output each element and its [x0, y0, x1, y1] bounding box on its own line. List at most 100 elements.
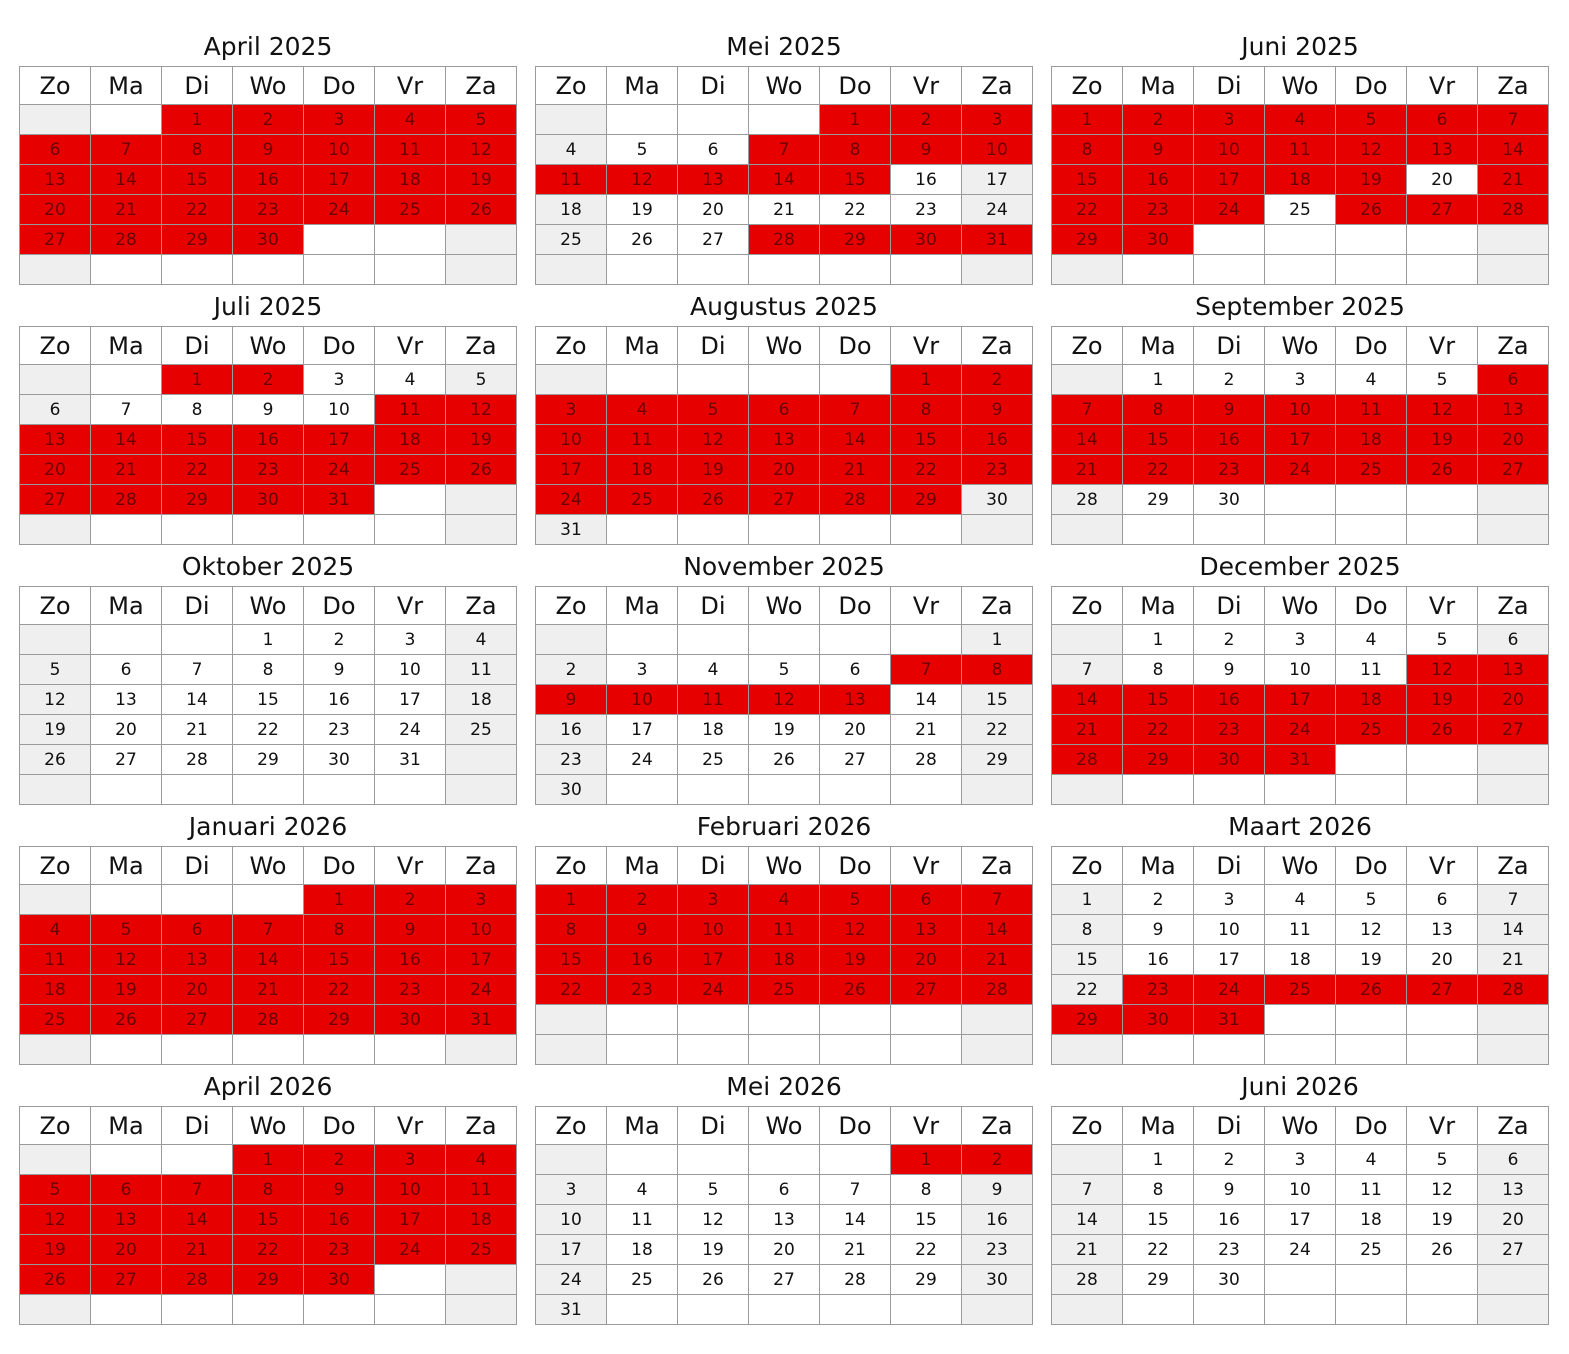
empty-cell — [606, 1034, 678, 1065]
day-cell: 15 — [232, 684, 304, 715]
weekday-header: Za — [961, 326, 1033, 365]
day-cell-booked: 24 — [374, 1234, 446, 1265]
empty-cell — [677, 514, 749, 545]
month-table: Zo Ma Di Wo Do Vr Za 1 2 3 4 5 6 7 8 9 10 11 12 13 14 15 16 17 1… — [1051, 1106, 1549, 1325]
day-cell-booked: 11 — [1264, 134, 1336, 165]
day-cell: 4 — [535, 134, 607, 165]
empty-cell — [1335, 774, 1407, 805]
day-cell-booked: 25 — [374, 194, 446, 225]
empty-cell — [161, 884, 233, 915]
empty-cell — [445, 254, 517, 285]
day-cell-booked: 23 — [232, 454, 304, 485]
day-cell-booked: 1 — [819, 104, 891, 135]
weekday-header: Vr — [1406, 586, 1478, 625]
day-cell: 21 — [1477, 944, 1549, 975]
weekday-header: Di — [677, 66, 749, 105]
day-cell: 10 — [374, 654, 446, 685]
month-title: April 2025 — [203, 32, 333, 61]
empty-cell — [1406, 1294, 1478, 1325]
day-cell: 4 — [445, 624, 517, 655]
day-cell: 11 — [1335, 1174, 1407, 1205]
empty-cell — [1122, 514, 1194, 545]
day-cell-booked: 13 — [819, 684, 891, 715]
month-title: Februari 2026 — [696, 812, 872, 841]
empty-cell — [445, 744, 517, 775]
month-title: Juli 2025 — [213, 292, 323, 321]
day-cell: 16 — [303, 684, 375, 715]
day-cell: 7 — [161, 654, 233, 685]
day-cell: 3 — [1193, 884, 1265, 915]
day-cell: 30 — [961, 484, 1033, 515]
weekday-header: Za — [961, 1106, 1033, 1145]
weekday-header: Ma — [606, 326, 678, 365]
empty-cell — [961, 1294, 1033, 1325]
day-cell: 27 — [677, 224, 749, 255]
weekday-header: Za — [445, 326, 517, 365]
day-cell-booked: 27 — [748, 484, 820, 515]
day-cell-booked: 15 — [1122, 424, 1194, 455]
empty-cell — [161, 1294, 233, 1325]
day-cell-booked: 13 — [90, 1204, 162, 1235]
day-cell: 24 — [606, 744, 678, 775]
day-cell-booked: 17 — [1193, 164, 1265, 195]
empty-cell — [445, 774, 517, 805]
day-cell-booked: 5 — [90, 914, 162, 945]
day-cell-booked: 7 — [232, 914, 304, 945]
weekday-header: Wo — [1264, 326, 1336, 365]
day-cell-booked: 27 — [161, 1004, 233, 1035]
day-cell: 9 — [1122, 914, 1194, 945]
day-cell: 22 — [232, 714, 304, 745]
day-cell: 29 — [1122, 484, 1194, 515]
empty-cell — [1264, 1294, 1336, 1325]
day-cell: 6 — [1477, 624, 1549, 655]
weekday-header: Zo — [1051, 1106, 1123, 1145]
weekday-header: Wo — [232, 1106, 304, 1145]
day-cell: 1 — [1122, 1144, 1194, 1175]
weekday-header: Wo — [748, 586, 820, 625]
empty-cell — [748, 1144, 820, 1175]
weekday-header: Di — [161, 1106, 233, 1145]
day-cell-booked: 2 — [232, 364, 304, 395]
day-cell: 17 — [1193, 944, 1265, 975]
empty-cell — [1406, 224, 1478, 255]
day-cell-booked: 8 — [535, 914, 607, 945]
month-calendar: Februari 2026 Zo Ma Di Wo Do Vr Za 1 2 3 4 5 6 7 8 9 10 11… — [535, 808, 1033, 1065]
day-cell: 26 — [677, 1264, 749, 1295]
month-table: Zo Ma Di Wo Do Vr Za 1 2 3 4 5 6 7 8 9 10 11 12 13 14 15 16 17 1… — [1051, 846, 1549, 1065]
day-cell: 8 — [1122, 654, 1194, 685]
empty-cell — [890, 254, 962, 285]
weekday-header: Za — [961, 66, 1033, 105]
day-cell: 2 — [1193, 364, 1265, 395]
empty-cell — [1051, 254, 1123, 285]
day-cell-booked: 25 — [445, 1234, 517, 1265]
weekday-header: Zo — [19, 66, 91, 105]
day-cell-booked: 22 — [1122, 454, 1194, 485]
day-cell: 2 — [303, 624, 375, 655]
weekday-header: Vr — [374, 66, 446, 105]
month-table: Zo Ma Di Wo Do Vr Za 1 2 3 4 5 6 7 8 9 10 11 12 13 14 15 16 17 1… — [535, 66, 1033, 285]
day-cell-booked: 29 — [819, 224, 891, 255]
day-cell-booked: 19 — [1406, 684, 1478, 715]
day-cell-booked: 29 — [161, 224, 233, 255]
empty-cell — [232, 514, 304, 545]
weekday-header: Di — [677, 1106, 749, 1145]
day-cell: 21 — [819, 1234, 891, 1265]
empty-cell — [819, 624, 891, 655]
day-cell: 12 — [19, 684, 91, 715]
day-cell-booked: 3 — [1193, 104, 1265, 135]
day-cell-booked: 15 — [819, 164, 891, 195]
day-cell: 27 — [819, 744, 891, 775]
weekday-header: Do — [1335, 66, 1407, 105]
day-cell-booked: 10 — [535, 424, 607, 455]
day-cell: 25 — [1335, 1234, 1407, 1265]
empty-cell — [19, 254, 91, 285]
day-cell-booked: 13 — [19, 424, 91, 455]
day-cell-booked: 9 — [535, 684, 607, 715]
day-cell-booked: 22 — [232, 1234, 304, 1265]
day-cell-booked: 24 — [1264, 454, 1336, 485]
weekday-header: Ma — [90, 66, 162, 105]
day-cell: 23 — [535, 744, 607, 775]
day-cell-booked: 12 — [1406, 394, 1478, 425]
empty-cell — [748, 1004, 820, 1035]
month-table: Zo Ma Di Wo Do Vr Za 1 2 3 4 5 6 7 8 9 10 11 12 13 14 15 16 17 1… — [535, 586, 1033, 805]
